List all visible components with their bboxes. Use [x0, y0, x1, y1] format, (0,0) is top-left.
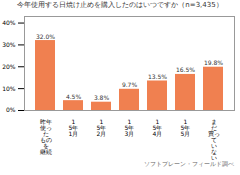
- svg-text:4.5%: 4.5%: [66, 93, 82, 100]
- html-text:今年使用する日焼け止めを購入したのはいつですか（n=3,43: 今年使用する日焼け止めを購入したのはいつですか（n=3,435）: [17, 1, 223, 9]
- svg-text:30%: 30%: [2, 41, 16, 48]
- svg-text:15年3月: 15年3月: [125, 118, 135, 137]
- svg-text:19.8%: 19.8%: [204, 59, 223, 66]
- svg-text:32.0%: 32.0%: [36, 33, 55, 40]
- svg-text:昨年使ったものを継続: 昨年使ったものを継続: [39, 118, 52, 155]
- svg-text:まだ買っていない: まだ買っていない: [208, 118, 220, 160]
- svg-text:13.5%: 13.5%: [148, 73, 167, 80]
- svg-text:10%: 10%: [2, 85, 16, 92]
- svg-text:0%: 0%: [6, 106, 16, 113]
- svg-text:16.5%: 16.5%: [176, 66, 195, 73]
- svg-text:15年2月: 15年2月: [97, 118, 107, 137]
- svg-text:40%: 40%: [2, 19, 16, 26]
- html-text:ソフトブレーン・フィールド調べ: ソフトブレーン・フィールド調べ: [144, 160, 234, 167]
- svg-text:9.7%: 9.7%: [122, 81, 138, 88]
- svg-text:3.8%: 3.8%: [94, 94, 110, 101]
- svg-text:20%: 20%: [2, 63, 16, 70]
- svg-text:15年4月: 15年4月: [153, 118, 163, 137]
- svg-text:15年1月: 15年1月: [69, 118, 79, 137]
- svg-text:15年5月: 15年5月: [181, 118, 191, 137]
